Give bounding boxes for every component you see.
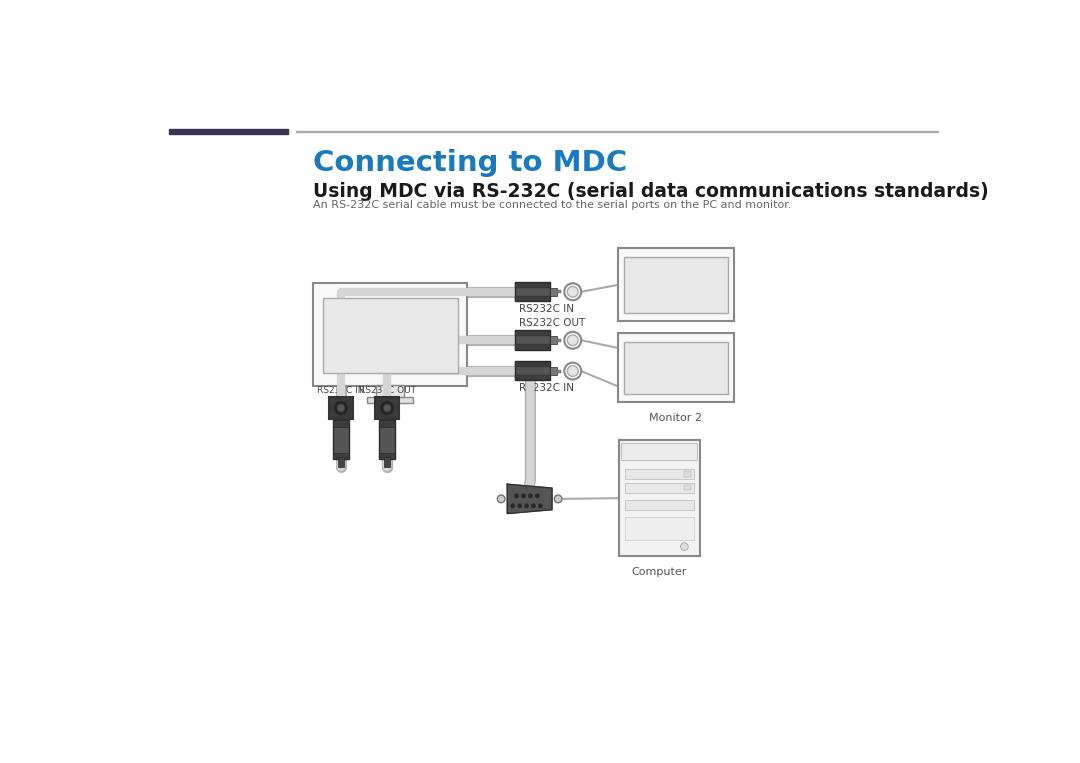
Text: An RS-232C serial cable must be connected to the serial ports on the PC and moni: An RS-232C serial cable must be connecte… [313, 200, 792, 210]
Text: RS232C OUT: RS232C OUT [359, 386, 416, 395]
Bar [557, 369, 562, 372]
Circle shape [381, 402, 393, 414]
Bar [168, 129, 288, 134]
Circle shape [515, 494, 518, 497]
Text: RS232C OUT: RS232C OUT [518, 318, 585, 328]
Bar [334, 420, 349, 427]
Bar [515, 282, 550, 301]
Bar [557, 339, 562, 342]
Circle shape [567, 335, 578, 346]
Circle shape [335, 402, 347, 414]
Bar [624, 342, 728, 394]
Text: RS232C IN: RS232C IN [518, 304, 573, 314]
Bar [625, 483, 693, 493]
Bar [515, 331, 550, 336]
Bar [338, 457, 345, 466]
Text: Computer: Computer [632, 567, 687, 577]
Text: RS232C IN: RS232C IN [518, 383, 573, 394]
Bar [367, 398, 414, 404]
Bar [621, 443, 698, 459]
Circle shape [564, 283, 581, 300]
Circle shape [497, 495, 505, 503]
Bar [515, 330, 550, 349]
Circle shape [564, 362, 581, 379]
Circle shape [525, 504, 528, 507]
Bar [323, 298, 458, 372]
Bar [685, 472, 690, 477]
Bar [619, 440, 700, 556]
Text: Using MDC via RS-232C (serial data communications standards): Using MDC via RS-232C (serial data commu… [313, 182, 989, 201]
Circle shape [529, 494, 532, 497]
Bar [334, 452, 349, 459]
Bar [624, 257, 728, 314]
Bar [625, 517, 693, 540]
Circle shape [567, 286, 578, 297]
Bar [625, 501, 693, 510]
Bar [515, 344, 550, 349]
Bar [379, 420, 395, 459]
Circle shape [338, 405, 345, 411]
Text: Monitor 1: Monitor 1 [649, 332, 702, 342]
Bar [550, 367, 557, 375]
Circle shape [522, 494, 525, 497]
Bar [557, 290, 562, 293]
Bar [379, 420, 395, 427]
Circle shape [564, 332, 581, 349]
Bar [377, 385, 404, 401]
Bar [625, 468, 693, 479]
Circle shape [531, 504, 536, 507]
Bar [685, 485, 690, 491]
Bar [515, 375, 550, 380]
Bar [515, 282, 550, 288]
Bar [515, 361, 550, 380]
Text: Connecting to MDC: Connecting to MDC [313, 150, 627, 177]
Circle shape [539, 504, 542, 507]
Bar [375, 398, 400, 419]
Circle shape [518, 504, 522, 507]
Bar [334, 420, 349, 459]
Bar [384, 457, 390, 466]
Text: RS232C IN: RS232C IN [318, 386, 365, 395]
Bar [515, 362, 550, 367]
Circle shape [680, 542, 688, 550]
Bar [550, 288, 557, 295]
Bar [550, 336, 557, 344]
Text: Monitor 2: Monitor 2 [649, 413, 702, 423]
Circle shape [567, 365, 578, 376]
Circle shape [536, 494, 539, 497]
Circle shape [554, 495, 562, 503]
Bar [515, 295, 550, 301]
Bar [618, 248, 733, 321]
Circle shape [511, 504, 514, 507]
Circle shape [384, 405, 390, 411]
Bar [328, 398, 353, 419]
Polygon shape [508, 485, 552, 513]
Bar [379, 452, 395, 459]
Bar [313, 282, 468, 387]
Bar [296, 130, 939, 132]
Bar [618, 333, 733, 402]
